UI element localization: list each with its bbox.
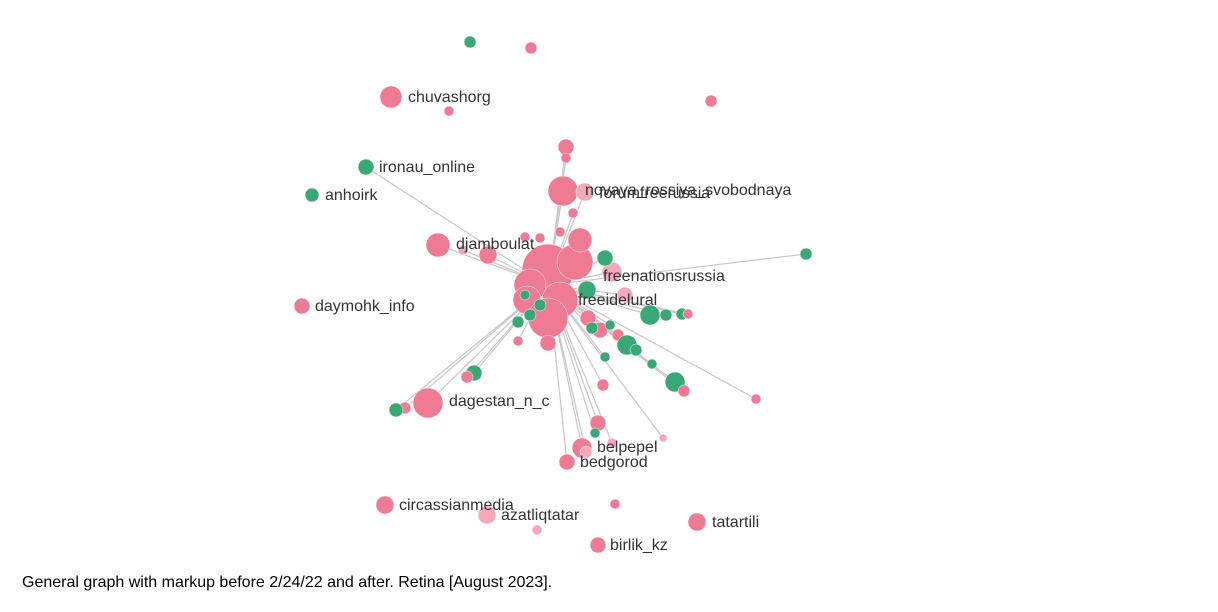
node	[557, 138, 575, 156]
edge	[547, 253, 807, 286]
node	[511, 315, 525, 329]
node-label: anhoirk	[325, 187, 378, 204]
node-label: freeidelural	[578, 292, 657, 309]
node	[478, 245, 498, 265]
node	[646, 358, 658, 370]
node	[523, 308, 537, 322]
node	[616, 286, 634, 304]
node	[577, 280, 597, 300]
node-label: birlik_kz	[610, 537, 668, 554]
node	[463, 35, 477, 49]
node-label: tatartili	[712, 514, 759, 531]
node-label: belpepel	[597, 439, 658, 456]
node-label: dagestan_n_c	[449, 393, 550, 410]
node	[534, 232, 546, 244]
node	[412, 387, 444, 419]
node	[388, 402, 404, 418]
node	[547, 175, 579, 207]
node	[460, 370, 474, 384]
node	[457, 244, 469, 256]
node	[519, 231, 531, 243]
node	[596, 378, 610, 392]
node	[531, 524, 543, 536]
node-label: forumfreerussia	[599, 185, 710, 202]
node	[606, 437, 618, 449]
node	[658, 433, 668, 443]
node-label: daymohk_info	[315, 298, 415, 315]
node	[357, 158, 375, 176]
node	[425, 232, 451, 258]
caption: General graph with markup before 2/24/22…	[22, 574, 552, 591]
node	[443, 105, 455, 117]
nodes	[293, 35, 813, 554]
node	[677, 384, 691, 398]
node	[567, 207, 579, 219]
edge	[547, 284, 757, 400]
node	[579, 445, 593, 459]
node-label: freenationsrussia	[603, 268, 725, 285]
node	[533, 298, 547, 312]
node	[304, 187, 320, 203]
node	[477, 505, 497, 525]
node	[604, 319, 616, 331]
node	[750, 393, 762, 405]
node-label: djamboulat	[456, 236, 535, 253]
node	[575, 182, 595, 202]
node	[589, 427, 601, 439]
node-label: novaya_rossiya_svobodnaya	[585, 182, 791, 199]
node-label: circassianmedia	[399, 497, 514, 514]
node	[554, 226, 566, 238]
node	[599, 351, 611, 363]
node	[375, 495, 395, 515]
node	[682, 308, 694, 320]
node	[519, 289, 531, 301]
node	[567, 227, 593, 253]
node	[293, 297, 311, 315]
node	[659, 308, 673, 322]
node	[799, 247, 813, 261]
node	[687, 512, 707, 532]
node	[596, 249, 614, 267]
node	[629, 343, 643, 357]
node-label: chuvashorg	[408, 89, 491, 106]
node	[609, 498, 621, 510]
labels: chuvashorg ironau_online anhoirk novaya_…	[315, 89, 791, 554]
node-label: ironau_online	[379, 159, 475, 176]
node	[585, 321, 599, 335]
node-label: bedgorod	[580, 454, 648, 471]
node	[379, 85, 403, 109]
edge	[365, 166, 549, 286]
node-label: azatliqtatar	[501, 507, 580, 524]
node	[560, 152, 572, 164]
node	[524, 41, 538, 55]
node	[589, 536, 607, 554]
node	[704, 94, 718, 108]
node	[512, 335, 524, 347]
node	[539, 334, 557, 352]
node	[558, 453, 576, 471]
